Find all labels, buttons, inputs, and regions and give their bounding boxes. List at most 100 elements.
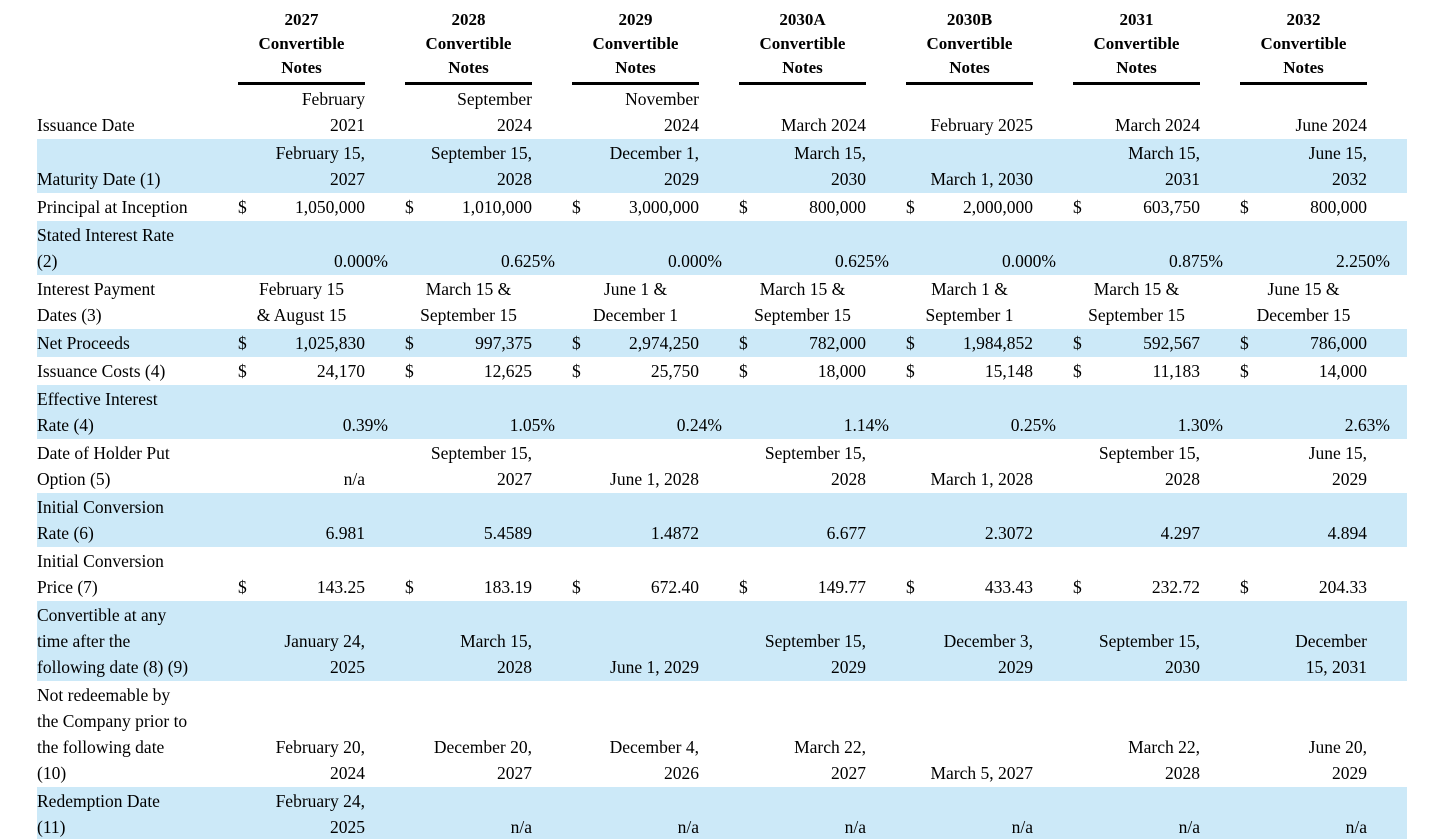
- date-cell: March 15, 2030: [794, 143, 866, 189]
- date-cell: June 2024: [1295, 115, 1367, 135]
- column-header: 2029 Convertible Notes: [572, 4, 739, 85]
- money-cell: $2,974,250: [572, 329, 739, 357]
- table-row: Principal at Inception $1,050,000 $1,010,0…: [37, 193, 1407, 221]
- currency-symbol: $: [1073, 197, 1082, 217]
- table-row: Interest Payment Dates (3) February 15 & …: [37, 275, 1407, 329]
- money-cell: $786,000: [1240, 329, 1407, 357]
- percent-cell: 1.05%: [509, 415, 555, 435]
- money-cell: $25,750: [572, 357, 739, 385]
- row-label: Principal at Inception: [37, 197, 188, 217]
- percent-cell: 0.39%: [342, 415, 388, 435]
- percent-cell: 0.625%: [835, 251, 889, 271]
- money-cell-content: $143.25: [238, 574, 365, 600]
- cell-value: 25,750: [650, 361, 699, 381]
- cell-value: 786,000: [1310, 333, 1367, 353]
- date-cell: February 2025: [930, 115, 1033, 135]
- cell-value: March 15 & September 15: [1088, 279, 1185, 325]
- currency-symbol: $: [739, 333, 748, 353]
- column-header-label: 2031 Convertible Notes: [1073, 8, 1200, 85]
- date-cell: n/a: [510, 817, 532, 837]
- cell-value: 3,000,000: [629, 197, 699, 217]
- column-header: 2032 Convertible Notes: [1240, 4, 1407, 85]
- money-cell: $3,000,000: [572, 193, 739, 221]
- money-cell: $12,625: [405, 357, 572, 385]
- table-row: Date of Holder Put Option (5) n/a Septembe…: [37, 439, 1407, 493]
- table-row: Issuance Costs (4) $24,170 $12,625 $25,750 $…: [37, 357, 1407, 385]
- date-cell: September 2024: [457, 89, 532, 135]
- date-cell: June 15, 2032: [1308, 143, 1367, 189]
- money-cell: $1,010,000: [405, 193, 572, 221]
- money-cell: $433.43: [906, 547, 1073, 601]
- money-cell-content: $997,375: [405, 330, 532, 356]
- date-cell: February 15, 2027: [275, 143, 365, 189]
- column-header-label: 2029 Convertible Notes: [572, 8, 699, 85]
- table-body: Issuance Date February 2021 September 2024…: [37, 85, 1407, 839]
- number-cell: 2.3072: [984, 523, 1033, 543]
- table-row: Effective Interest Rate (4) 0.39% 1.05% 0.2…: [37, 385, 1407, 439]
- convertible-notes-table: 2027 Convertible Notes 2028 Convertible N…: [37, 4, 1407, 839]
- table-row: Convertible at any time after the follow…: [37, 601, 1407, 681]
- currency-symbol: $: [1073, 361, 1082, 381]
- cell-value: March 1 & September 1: [925, 279, 1014, 325]
- date-cell: December 1, 2029: [609, 143, 699, 189]
- date-cell: June 20, 2029: [1308, 737, 1367, 783]
- table-header: 2027 Convertible Notes 2028 Convertible N…: [37, 4, 1407, 85]
- money-cell-content: $183.19: [405, 574, 532, 600]
- currency-symbol: $: [1073, 333, 1082, 353]
- number-cell: 6.677: [826, 523, 866, 543]
- money-cell-content: $15,148: [906, 358, 1033, 384]
- currency-symbol: $: [1240, 577, 1249, 597]
- date-cell: March 2024: [1114, 115, 1200, 135]
- currency-symbol: $: [238, 197, 247, 217]
- money-cell-content: $672.40: [572, 574, 699, 600]
- currency-symbol: $: [238, 577, 247, 597]
- row-label: Maturity Date (1): [37, 169, 161, 189]
- money-cell-content: $25,750: [572, 358, 699, 384]
- column-header-label: 2030A Convertible Notes: [739, 8, 866, 85]
- date-cell: March 2024: [780, 115, 866, 135]
- money-cell-content: $3,000,000: [572, 194, 699, 220]
- date-cell: March 1 & September 1: [906, 275, 1073, 329]
- money-cell-content: $800,000: [1240, 194, 1367, 220]
- money-cell: $204.33: [1240, 547, 1407, 601]
- row-label: Issuance Costs (4): [37, 361, 166, 381]
- money-cell: $1,025,830: [238, 329, 405, 357]
- cell-value: 800,000: [809, 197, 866, 217]
- date-cell: December 20, 2027: [433, 737, 532, 783]
- cell-value: 232.72: [1151, 577, 1200, 597]
- currency-symbol: $: [238, 361, 247, 381]
- money-cell-content: $1,984,852: [906, 330, 1033, 356]
- cell-value: 15,148: [984, 361, 1033, 381]
- date-cell: September 15, 2028: [1098, 443, 1200, 489]
- currency-symbol: $: [1240, 333, 1249, 353]
- money-cell: $183.19: [405, 547, 572, 601]
- date-cell: March 22, 2028: [1128, 737, 1200, 783]
- currency-symbol: $: [405, 361, 414, 381]
- percent-cell: 1.14%: [843, 415, 889, 435]
- money-cell: $800,000: [739, 193, 906, 221]
- money-cell: $1,050,000: [238, 193, 405, 221]
- date-cell: September 15, 2030: [1098, 631, 1200, 677]
- money-cell-content: $2,974,250: [572, 330, 699, 356]
- cell-value: March 15 & September 15: [754, 279, 851, 325]
- money-cell-content: $782,000: [739, 330, 866, 356]
- column-header-label: 2027 Convertible Notes: [238, 8, 365, 85]
- currency-symbol: $: [238, 333, 247, 353]
- header-corner-spacer: [37, 4, 238, 85]
- currency-symbol: $: [572, 361, 581, 381]
- date-cell: June 15 & December 15: [1240, 275, 1407, 329]
- number-cell: 1.4872: [650, 523, 699, 543]
- currency-symbol: $: [906, 197, 915, 217]
- money-cell: $232.72: [1073, 547, 1240, 601]
- currency-symbol: $: [572, 577, 581, 597]
- row-label: Net Proceeds: [37, 333, 130, 353]
- percent-cell: 0.24%: [676, 415, 722, 435]
- currency-symbol: $: [906, 577, 915, 597]
- money-cell-content: $1,025,830: [238, 330, 365, 356]
- cell-value: 2,974,250: [629, 333, 699, 353]
- row-label: Convertible at any time after the follow…: [37, 605, 189, 677]
- money-cell: $143.25: [238, 547, 405, 601]
- date-cell: n/a: [343, 469, 365, 489]
- currency-symbol: $: [405, 197, 414, 217]
- row-label: Initial Conversion Rate (6): [37, 497, 164, 543]
